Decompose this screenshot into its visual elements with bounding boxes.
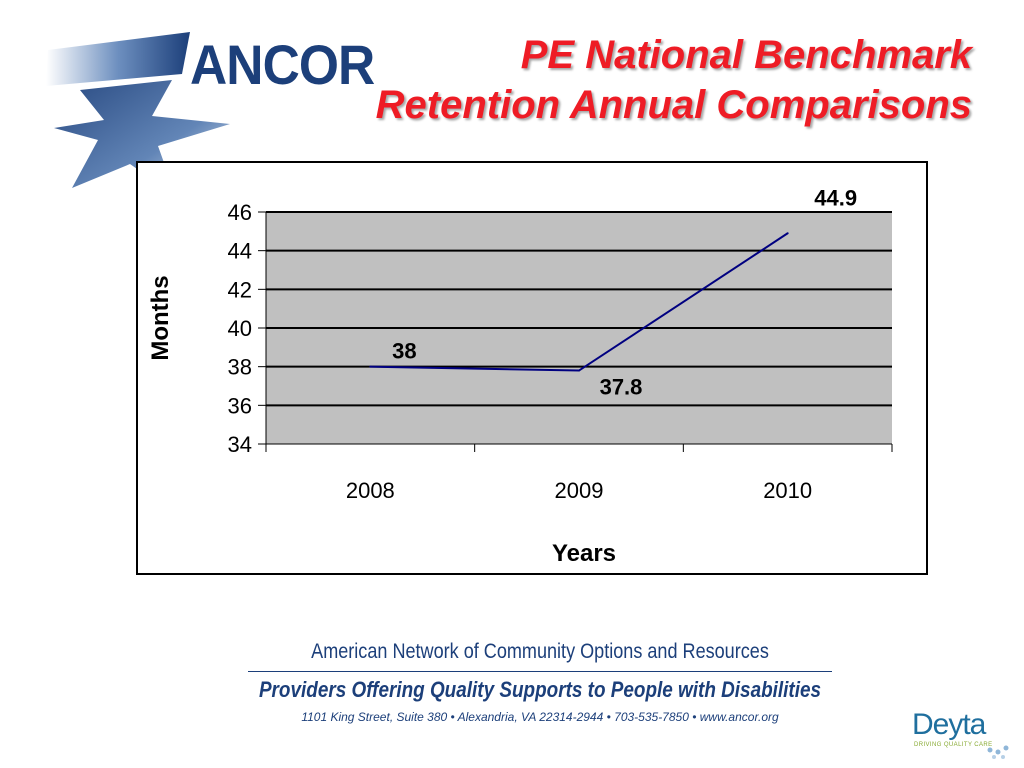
y-tick-label: 44 xyxy=(228,239,252,264)
data-label: 37.8 xyxy=(600,375,643,400)
data-point xyxy=(369,365,372,368)
x-axis-title: Years xyxy=(552,540,616,567)
x-tick-label: 2009 xyxy=(555,478,604,503)
chart-frame: 34 36 38 40 42 44 46 2008 2009 2010 38 37.8 44.9 Year… xyxy=(136,161,928,575)
y-tick-label: 36 xyxy=(228,393,252,418)
line-chart: 34 36 38 40 42 44 46 2008 2009 2010 38 37.8 44.9 Year… xyxy=(147,185,893,567)
deyta-logo: Deyta DRIVING QUALITY CARE xyxy=(908,708,1018,760)
x-tick-label: 2010 xyxy=(763,478,812,503)
y-tick-label: 46 xyxy=(228,200,252,225)
page-title: PE National Benchmark Retention Annual C… xyxy=(376,30,972,130)
y-tick-label: 38 xyxy=(228,355,252,380)
dots-icon xyxy=(987,745,1009,759)
y-tick-label: 40 xyxy=(228,316,252,341)
title-line-2: Retention Annual Comparisons xyxy=(375,83,972,127)
footer-tagline: Providers Offering Quality Supports to P… xyxy=(258,677,822,702)
data-point xyxy=(786,232,789,235)
data-label: 38 xyxy=(392,339,416,364)
star-logo-icon xyxy=(46,32,230,196)
title-line-1: PE National Benchmark xyxy=(520,33,972,77)
deyta-wordmark: Deyta xyxy=(912,708,986,741)
x-tick-label: 2008 xyxy=(346,478,395,503)
y-axis-title: Months xyxy=(147,275,174,360)
deyta-tagline: DRIVING QUALITY CARE xyxy=(914,742,993,748)
data-point xyxy=(578,369,580,372)
logo-wordmark: ANCOR xyxy=(190,33,375,96)
footer-divider xyxy=(248,671,832,672)
footer-address: 1101 King Street, Suite 380 • Alexandria… xyxy=(301,710,779,724)
data-label: 44.9 xyxy=(814,185,857,210)
footer-org-name: American Network of Community Options an… xyxy=(311,640,769,663)
ancor-logo: ANCOR xyxy=(40,28,400,198)
y-tick-label: 42 xyxy=(228,277,252,302)
y-tick-label: 34 xyxy=(228,432,252,457)
